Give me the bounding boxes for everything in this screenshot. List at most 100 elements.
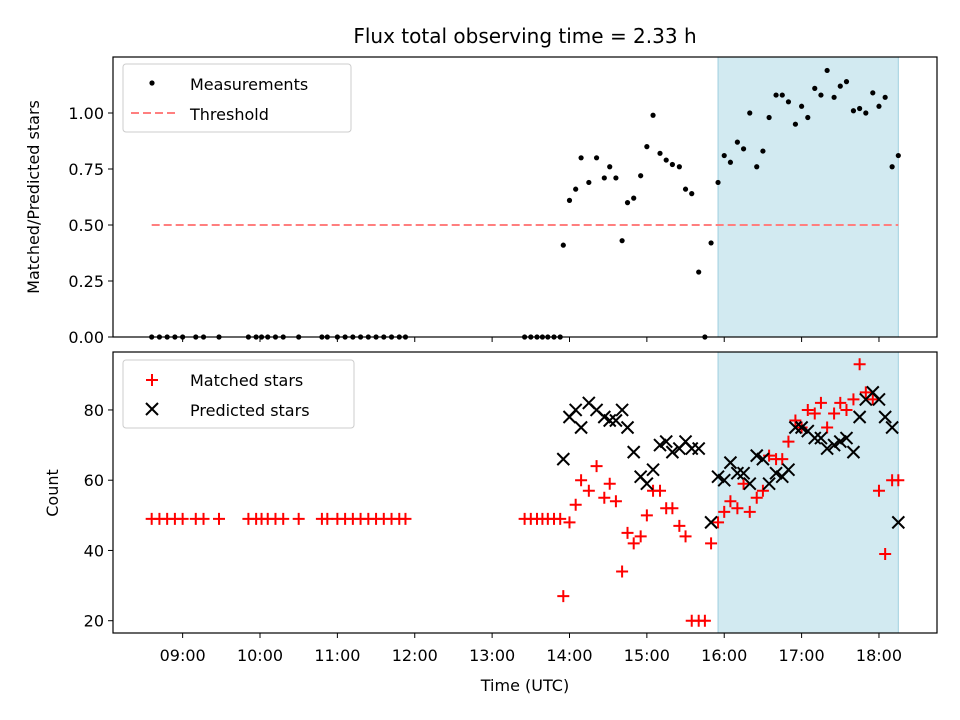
bottom-ytick-label: 20 — [84, 612, 104, 631]
measurement-point — [682, 186, 689, 192]
top-ylabel: Matched/Predicted stars — [24, 100, 43, 294]
legend-matched-label: Matched stars — [190, 371, 303, 390]
matched-star-point — [569, 498, 582, 511]
predicted-star-point — [574, 420, 588, 435]
matched-star-point — [853, 358, 866, 371]
predicted-star-point — [653, 438, 667, 452]
matched-star-point — [292, 512, 305, 525]
matched-star-point — [666, 502, 679, 515]
measurement-point — [812, 85, 818, 91]
predicted-star-point — [736, 466, 751, 480]
measurement-point — [657, 150, 663, 156]
measurement-point — [586, 179, 592, 186]
bottom-x-ticks: 09:00 10:00 11:00 12:00 13:00 14:00 15:00 16:00… — [160, 633, 902, 665]
measurement-point — [870, 90, 876, 96]
matched-star-point — [554, 512, 567, 525]
bottom-legend-box — [122, 359, 355, 429]
matched-star-point — [821, 421, 834, 434]
predicted-star-point — [620, 420, 635, 435]
bottom-xtick-label: 18:00 — [856, 646, 902, 665]
predicted-star-point — [788, 420, 803, 435]
measurement-point — [721, 152, 727, 159]
matched-star-point — [872, 484, 885, 497]
matched-star-point — [743, 505, 756, 518]
matched-star-point — [598, 491, 611, 504]
measurement-point — [760, 148, 766, 154]
predicted-star-point — [814, 431, 828, 445]
predicted-star-point — [756, 452, 770, 466]
measurement-point — [613, 175, 619, 181]
predicted-star-point — [556, 452, 571, 466]
matched-star-point — [718, 505, 731, 518]
matched-star-point — [582, 484, 595, 497]
predicted-star-point — [665, 445, 680, 459]
measurement-point — [734, 139, 740, 145]
predicted-star-point — [878, 410, 892, 424]
top-legend-box — [122, 63, 352, 133]
matched-star-point — [321, 512, 334, 525]
predicted-star-point — [872, 392, 886, 407]
predicted-star-point — [711, 469, 725, 484]
measurement-point — [843, 79, 850, 85]
matched-star-point — [737, 477, 750, 490]
measurement-point — [773, 92, 779, 98]
legend-threshold-label: Threshold — [189, 105, 269, 124]
predicted-star-point — [762, 477, 776, 491]
measurement-point — [696, 269, 702, 275]
measurement-point — [573, 186, 579, 192]
predicted-star-point — [659, 434, 673, 449]
measurement-point — [689, 191, 695, 197]
matched-star-point — [879, 547, 892, 560]
top-ytick-label: 0.25 — [68, 272, 104, 291]
measurement-point — [895, 152, 901, 159]
matched-star-point — [801, 403, 814, 416]
predicted-star-point — [603, 413, 617, 428]
measurement-point — [766, 114, 772, 121]
bottom-ytick-label: 60 — [84, 471, 104, 490]
bottom-xlabel: Time (UTC) — [480, 676, 569, 695]
measurement-point — [566, 197, 573, 203]
bottom-ytick-label: 80 — [84, 401, 104, 420]
measurement-point — [779, 92, 785, 98]
predicted-star-point — [769, 466, 783, 480]
matched-star-point — [679, 530, 692, 543]
matched-star-point — [212, 512, 225, 525]
matched-star-point — [789, 414, 802, 427]
measurement-point — [824, 67, 830, 74]
predicted-star-point — [885, 420, 899, 435]
bottom-xtick-label: 14:00 — [546, 646, 592, 665]
predicted-star-point — [846, 445, 861, 459]
matched-star-point — [712, 516, 725, 529]
predicted-star-point — [839, 431, 854, 445]
measurement-point — [805, 114, 811, 121]
matched-star-point — [724, 495, 737, 508]
measurement-point — [644, 144, 650, 150]
measurement-point — [638, 173, 644, 179]
matched-star-point — [866, 393, 879, 406]
matched-star-point — [603, 477, 616, 490]
measurement-point — [876, 103, 882, 109]
measurement-point — [676, 164, 682, 170]
matched-star-point — [750, 491, 763, 504]
measurement-point — [747, 110, 753, 116]
legend-predicted-label: Predicted stars — [190, 401, 310, 420]
measurement-point — [619, 238, 625, 244]
matched-star-point — [756, 484, 769, 497]
predicted-star-point — [615, 403, 629, 417]
matched-star-point — [176, 512, 189, 525]
measurement-point — [850, 108, 857, 114]
matched-star-point — [627, 537, 640, 550]
predicted-star-point — [568, 403, 583, 417]
matched-star-point — [277, 512, 290, 525]
measurement-point — [708, 240, 714, 246]
matched-star-point — [590, 460, 603, 473]
bottom-panel: 20 40 60 80 09:00 10:00 11:00 12:00 13:00 14:00 1… — [43, 351, 938, 695]
measurement-point — [578, 155, 584, 161]
top-x-ticks — [182, 337, 880, 342]
matched-star-point — [834, 396, 847, 409]
matched-star-point — [673, 519, 686, 532]
legend-matched-marker — [146, 374, 158, 386]
top-panel: 0.00 0.25 0.50 0.75 1.00 Matched/Predicted s… — [24, 56, 938, 347]
bottom-xtick-label: 12:00 — [392, 646, 438, 665]
